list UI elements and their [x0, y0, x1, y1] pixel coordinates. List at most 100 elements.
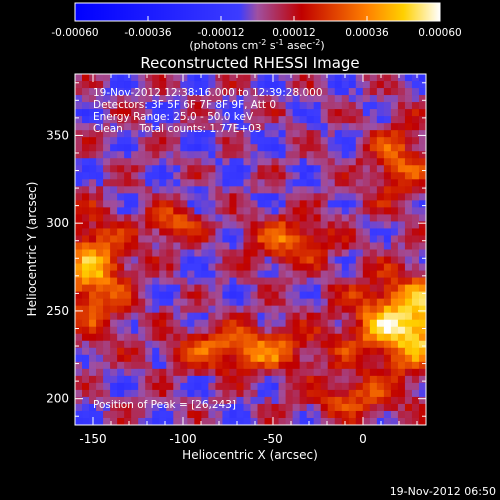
heatmap-cell — [264, 88, 272, 96]
heatmap-cell — [96, 130, 104, 138]
heatmap-cell — [348, 235, 357, 243]
heatmap-cell — [271, 165, 279, 173]
heatmap-cell — [103, 417, 111, 426]
heatmap-cell — [180, 298, 188, 307]
heatmap-cell — [376, 144, 385, 152]
heatmap-cell — [117, 130, 125, 138]
heatmap-cell — [397, 347, 406, 356]
heatmap-cell — [320, 186, 329, 194]
heatmap-cell — [138, 277, 146, 285]
heatmap-cell — [341, 102, 350, 110]
heatmap-cell — [341, 95, 350, 103]
heatmap-cell — [208, 368, 216, 377]
heatmap-cell — [103, 368, 111, 377]
heatmap-cell — [152, 179, 160, 187]
heatmap-cell — [117, 375, 125, 384]
heatmap-cell — [404, 333, 413, 342]
heatmap-cell — [355, 214, 364, 222]
heatmap-cell — [215, 347, 223, 356]
heatmap-cell — [159, 179, 167, 187]
heatmap-cell — [166, 200, 174, 208]
heatmap-cell — [152, 109, 160, 117]
heatmap-cell — [306, 382, 315, 391]
heatmap-cell — [180, 81, 188, 89]
heatmap-cell — [194, 340, 202, 349]
heatmap-cell — [355, 368, 364, 377]
heatmap-cell — [327, 214, 336, 222]
heatmap-cell — [334, 396, 343, 405]
chart-title: Reconstructed RHESSI Image — [140, 54, 359, 72]
heatmap-cell — [285, 88, 294, 96]
heatmap-cell — [89, 235, 97, 243]
heatmap-cell — [292, 214, 301, 222]
heatmap-cell — [369, 228, 378, 236]
heatmap-cell — [292, 396, 301, 405]
heatmap-cell — [292, 347, 301, 356]
heatmap-cell — [75, 319, 83, 328]
heatmap-cell — [243, 228, 251, 236]
heatmap-cell — [362, 88, 371, 96]
heatmap-cell — [222, 200, 230, 208]
heatmap-cell — [334, 130, 343, 138]
heatmap-cell — [236, 221, 244, 229]
heatmap-cell — [96, 200, 104, 208]
heatmap-cell — [180, 165, 188, 173]
heatmap-cell — [166, 270, 174, 278]
heatmap-cell — [313, 116, 322, 124]
heatmap-cell — [208, 333, 216, 342]
heatmap-cell — [250, 312, 258, 321]
heatmap-cell — [103, 130, 111, 138]
heatmap-cell — [383, 347, 392, 356]
heatmap-cell — [131, 109, 139, 117]
heatmap-cell — [180, 305, 188, 314]
heatmap-cell — [299, 389, 308, 398]
heatmap-cell — [131, 382, 139, 391]
heatmap-cell — [313, 375, 322, 384]
heatmap-cell — [411, 144, 420, 152]
heatmap-cell — [173, 305, 181, 314]
heatmap-cell — [299, 361, 308, 370]
heatmap-cell — [320, 109, 329, 117]
heatmap-cell — [271, 263, 279, 271]
heatmap-cell — [208, 172, 216, 180]
heatmap-cell — [341, 270, 350, 278]
heatmap-cell — [285, 347, 294, 356]
heatmap-cell — [348, 312, 357, 321]
heatmap-cell — [362, 228, 371, 236]
heatmap-cell — [152, 165, 160, 173]
heatmap-cell — [131, 277, 139, 285]
heatmap-cell — [194, 403, 202, 412]
heatmap-cell — [257, 249, 265, 257]
heatmap-cell — [362, 158, 371, 166]
heatmap-cell — [418, 172, 427, 180]
heatmap-cell — [299, 270, 308, 278]
heatmap-cell — [145, 242, 153, 250]
heatmap-cell — [229, 130, 237, 138]
heatmap-cell — [243, 214, 251, 222]
heatmap-cell — [229, 193, 237, 201]
heatmap-cell — [159, 249, 167, 257]
heatmap-cell — [222, 74, 230, 82]
heatmap-cell — [187, 109, 195, 117]
heatmap-cell — [173, 417, 181, 426]
heatmap-cell — [187, 88, 195, 96]
heatmap-cell — [145, 130, 153, 138]
heatmap-cell — [89, 340, 97, 349]
heatmap-cell — [355, 361, 364, 370]
heatmap-cell — [194, 256, 202, 264]
heatmap-cell — [82, 179, 90, 187]
heatmap-cell — [117, 144, 125, 152]
heatmap-cell — [215, 193, 223, 201]
heatmap-cell — [103, 312, 111, 321]
heatmap-cell — [222, 144, 230, 152]
heatmap-cell — [292, 305, 301, 314]
heatmap-cell — [229, 291, 237, 300]
heatmap-cell — [236, 172, 244, 180]
heatmap-cell — [194, 375, 202, 384]
heatmap-cell — [334, 151, 343, 159]
heatmap-cell — [278, 340, 286, 349]
heatmap-cell — [243, 354, 251, 363]
heatmap-cell — [278, 403, 286, 412]
colorbar-tick-label: 0.00060 — [418, 27, 461, 39]
heatmap-cell — [187, 214, 195, 222]
